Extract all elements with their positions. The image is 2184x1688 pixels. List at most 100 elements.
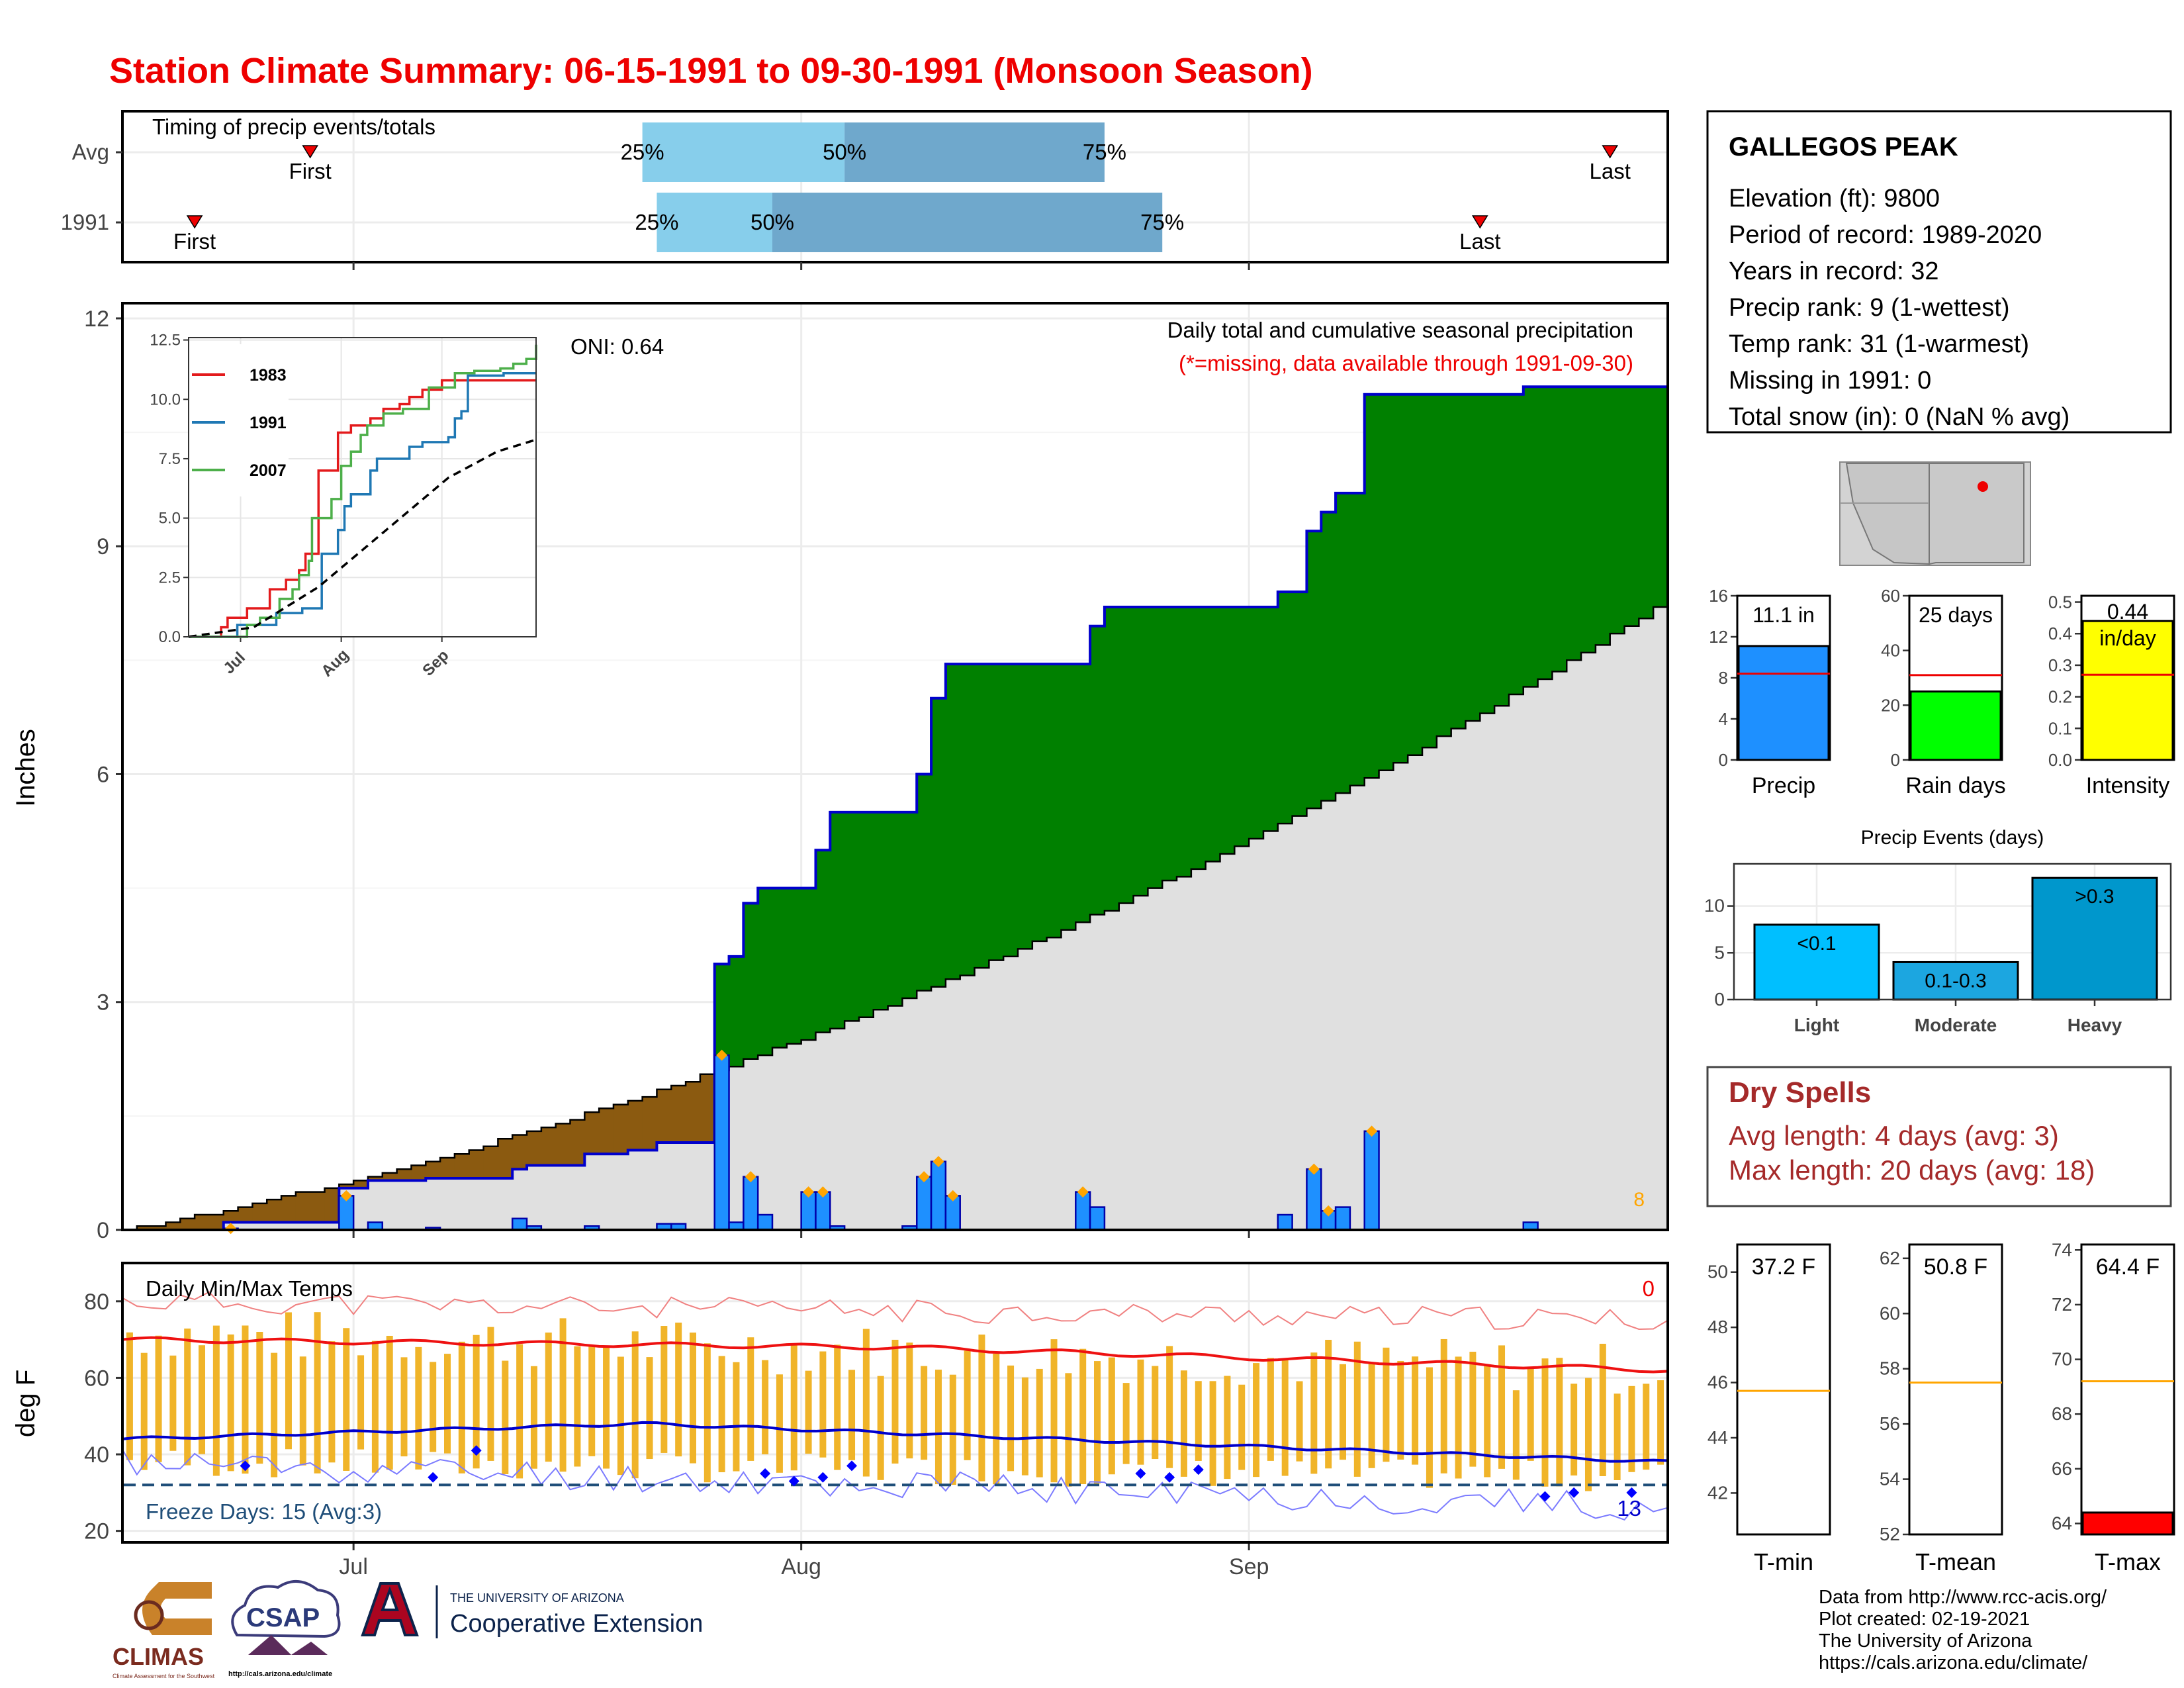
above-average-area bbox=[1249, 607, 1264, 839]
daily-temp-bar bbox=[285, 1312, 292, 1450]
daily-temp-bar bbox=[314, 1312, 321, 1474]
daily-temp-bar bbox=[1209, 1381, 1216, 1486]
summary-y-tick-label: 16 bbox=[1709, 586, 1728, 606]
tsummary-y-tick-label: 42 bbox=[1707, 1482, 1728, 1503]
freeze-day-marker bbox=[846, 1460, 858, 1472]
above-average-area bbox=[1306, 531, 1322, 809]
daily-temp-bar bbox=[1137, 1359, 1144, 1465]
below-average-area bbox=[281, 1196, 296, 1223]
daily-temp-bar bbox=[588, 1346, 596, 1456]
timing-p50-label: 50% bbox=[751, 210, 794, 234]
daily-temp-bar bbox=[1614, 1393, 1621, 1480]
tsummary-y-tick-label: 50 bbox=[1707, 1262, 1728, 1282]
tsummary-value-label: 64.4 F bbox=[2096, 1254, 2160, 1280]
locator-map bbox=[1839, 461, 2031, 566]
daily-temp-bar bbox=[848, 1370, 856, 1460]
daily-temp-bar bbox=[834, 1344, 841, 1470]
daily-precip-bar bbox=[756, 1213, 774, 1231]
above-average-area bbox=[974, 664, 989, 968]
summary-y-tick-label: 0 bbox=[1891, 750, 1900, 770]
map-new-mexico bbox=[1929, 463, 2025, 565]
timing-p75-label: 75% bbox=[1140, 210, 1184, 234]
daily-temp-bar bbox=[444, 1354, 451, 1454]
below-average-area bbox=[295, 1192, 311, 1223]
daily-precip-marker bbox=[1077, 1186, 1089, 1198]
timing-bar-early bbox=[642, 122, 845, 182]
daily-temp-bar bbox=[675, 1323, 682, 1457]
ua-logo: THE UNIVERSITY OF ARIZONA Cooperative Ex… bbox=[361, 1582, 703, 1638]
daily-precip-bar bbox=[1075, 1191, 1091, 1231]
above-average-area bbox=[1234, 607, 1250, 847]
tsummary-value-label: 37.2 F bbox=[1752, 1254, 1815, 1280]
below-average-area bbox=[686, 1082, 701, 1143]
events-bar-light bbox=[1753, 923, 1880, 1001]
above-average-area bbox=[1148, 607, 1163, 888]
daily-temp-bar bbox=[1108, 1357, 1115, 1475]
daily-temp-bar bbox=[877, 1376, 884, 1480]
station-info-line: Precip rank: 9 (1-wettest) bbox=[1729, 294, 2009, 322]
inset-series-avg bbox=[188, 438, 537, 638]
daily-temp-bar bbox=[603, 1346, 610, 1469]
daily-temp-bar bbox=[386, 1335, 393, 1470]
tsummary-frame bbox=[2080, 1243, 2175, 1536]
tsummary-value-label: 50.8 F bbox=[1924, 1254, 1987, 1280]
temp-y-tick-label: 60 bbox=[84, 1366, 109, 1391]
summary-category-label: Intensity bbox=[2086, 773, 2170, 798]
below-average-area bbox=[180, 1218, 195, 1230]
tsummary-frame bbox=[1908, 1243, 2003, 1536]
precip-y-tick-label: 6 bbox=[97, 762, 109, 787]
avg-cumulative-line bbox=[122, 599, 1669, 1231]
above-average-area bbox=[1061, 664, 1076, 930]
events-bar-moderate bbox=[1892, 961, 2019, 1001]
above-average-area bbox=[1537, 387, 1553, 680]
daily-temp-bar bbox=[1267, 1358, 1274, 1461]
below-average-area bbox=[165, 1222, 181, 1230]
above-average-area bbox=[1393, 394, 1408, 763]
above-average-area bbox=[887, 812, 903, 1006]
inset-y-tick-label: 12.5 bbox=[150, 332, 181, 350]
summary-value-label: 0.44 bbox=[2107, 600, 2148, 624]
above-average-area bbox=[1408, 394, 1423, 755]
below-average-area bbox=[541, 1127, 557, 1166]
inset-series-2007 bbox=[189, 344, 537, 638]
daily-precip-bar bbox=[1334, 1206, 1351, 1231]
daily-temp-bar bbox=[371, 1340, 379, 1473]
events-bar-heavy bbox=[2031, 876, 2158, 1001]
below-average-area bbox=[382, 1172, 398, 1181]
precip-panel: 0 3 6 9 12 Daily total and cumulative season… bbox=[11, 302, 1669, 1243]
freeze-day-marker bbox=[1193, 1464, 1204, 1476]
temp-y-tick-label: 40 bbox=[84, 1442, 109, 1468]
below-average-area bbox=[454, 1154, 470, 1178]
csap-url: http://cals.arizona.edu/climate bbox=[228, 1670, 332, 1678]
above-average-area bbox=[815, 850, 831, 1033]
tsummary-y-tick-label: 74 bbox=[2052, 1239, 2072, 1260]
daily-temp-bar bbox=[733, 1362, 740, 1472]
daily-temp-bar bbox=[891, 1339, 899, 1464]
daily-temp-bar bbox=[559, 1318, 567, 1472]
daily-temp-bar bbox=[184, 1328, 191, 1466]
below-average-area bbox=[396, 1169, 412, 1181]
station-info-line: Period of record: 1989-2020 bbox=[1729, 221, 2042, 249]
above-average-area bbox=[1379, 394, 1394, 771]
daily-temp-bar bbox=[805, 1370, 812, 1454]
daily-temp-bar bbox=[502, 1360, 509, 1474]
above-average-area bbox=[960, 664, 976, 976]
below-average-area bbox=[671, 1085, 686, 1143]
daily-temp-bar bbox=[993, 1353, 1000, 1485]
summary-category-label: Rain days bbox=[1905, 773, 2005, 798]
daily-temp-bar bbox=[458, 1341, 465, 1474]
daily-temp-bar bbox=[862, 1329, 870, 1477]
precip-frame bbox=[121, 302, 1669, 1231]
daily-precip-marker bbox=[716, 1049, 728, 1061]
dry-spells-box: Dry Spells Avg length: 4 days (avg: 3) M… bbox=[1706, 1066, 2172, 1207]
precip-y-tick-label: 12 bbox=[84, 306, 109, 332]
daily-temp-bar bbox=[1541, 1358, 1549, 1487]
daily-temp-bar bbox=[718, 1356, 725, 1473]
daily-temp-bar bbox=[1281, 1358, 1289, 1476]
daily-temp-bar bbox=[617, 1356, 624, 1476]
timing-bar-late bbox=[844, 122, 1105, 182]
tsummary-y-tick-label: 48 bbox=[1707, 1317, 1728, 1337]
below-average-area bbox=[627, 1100, 643, 1150]
summary-value-unit: in/day bbox=[2099, 626, 2156, 650]
